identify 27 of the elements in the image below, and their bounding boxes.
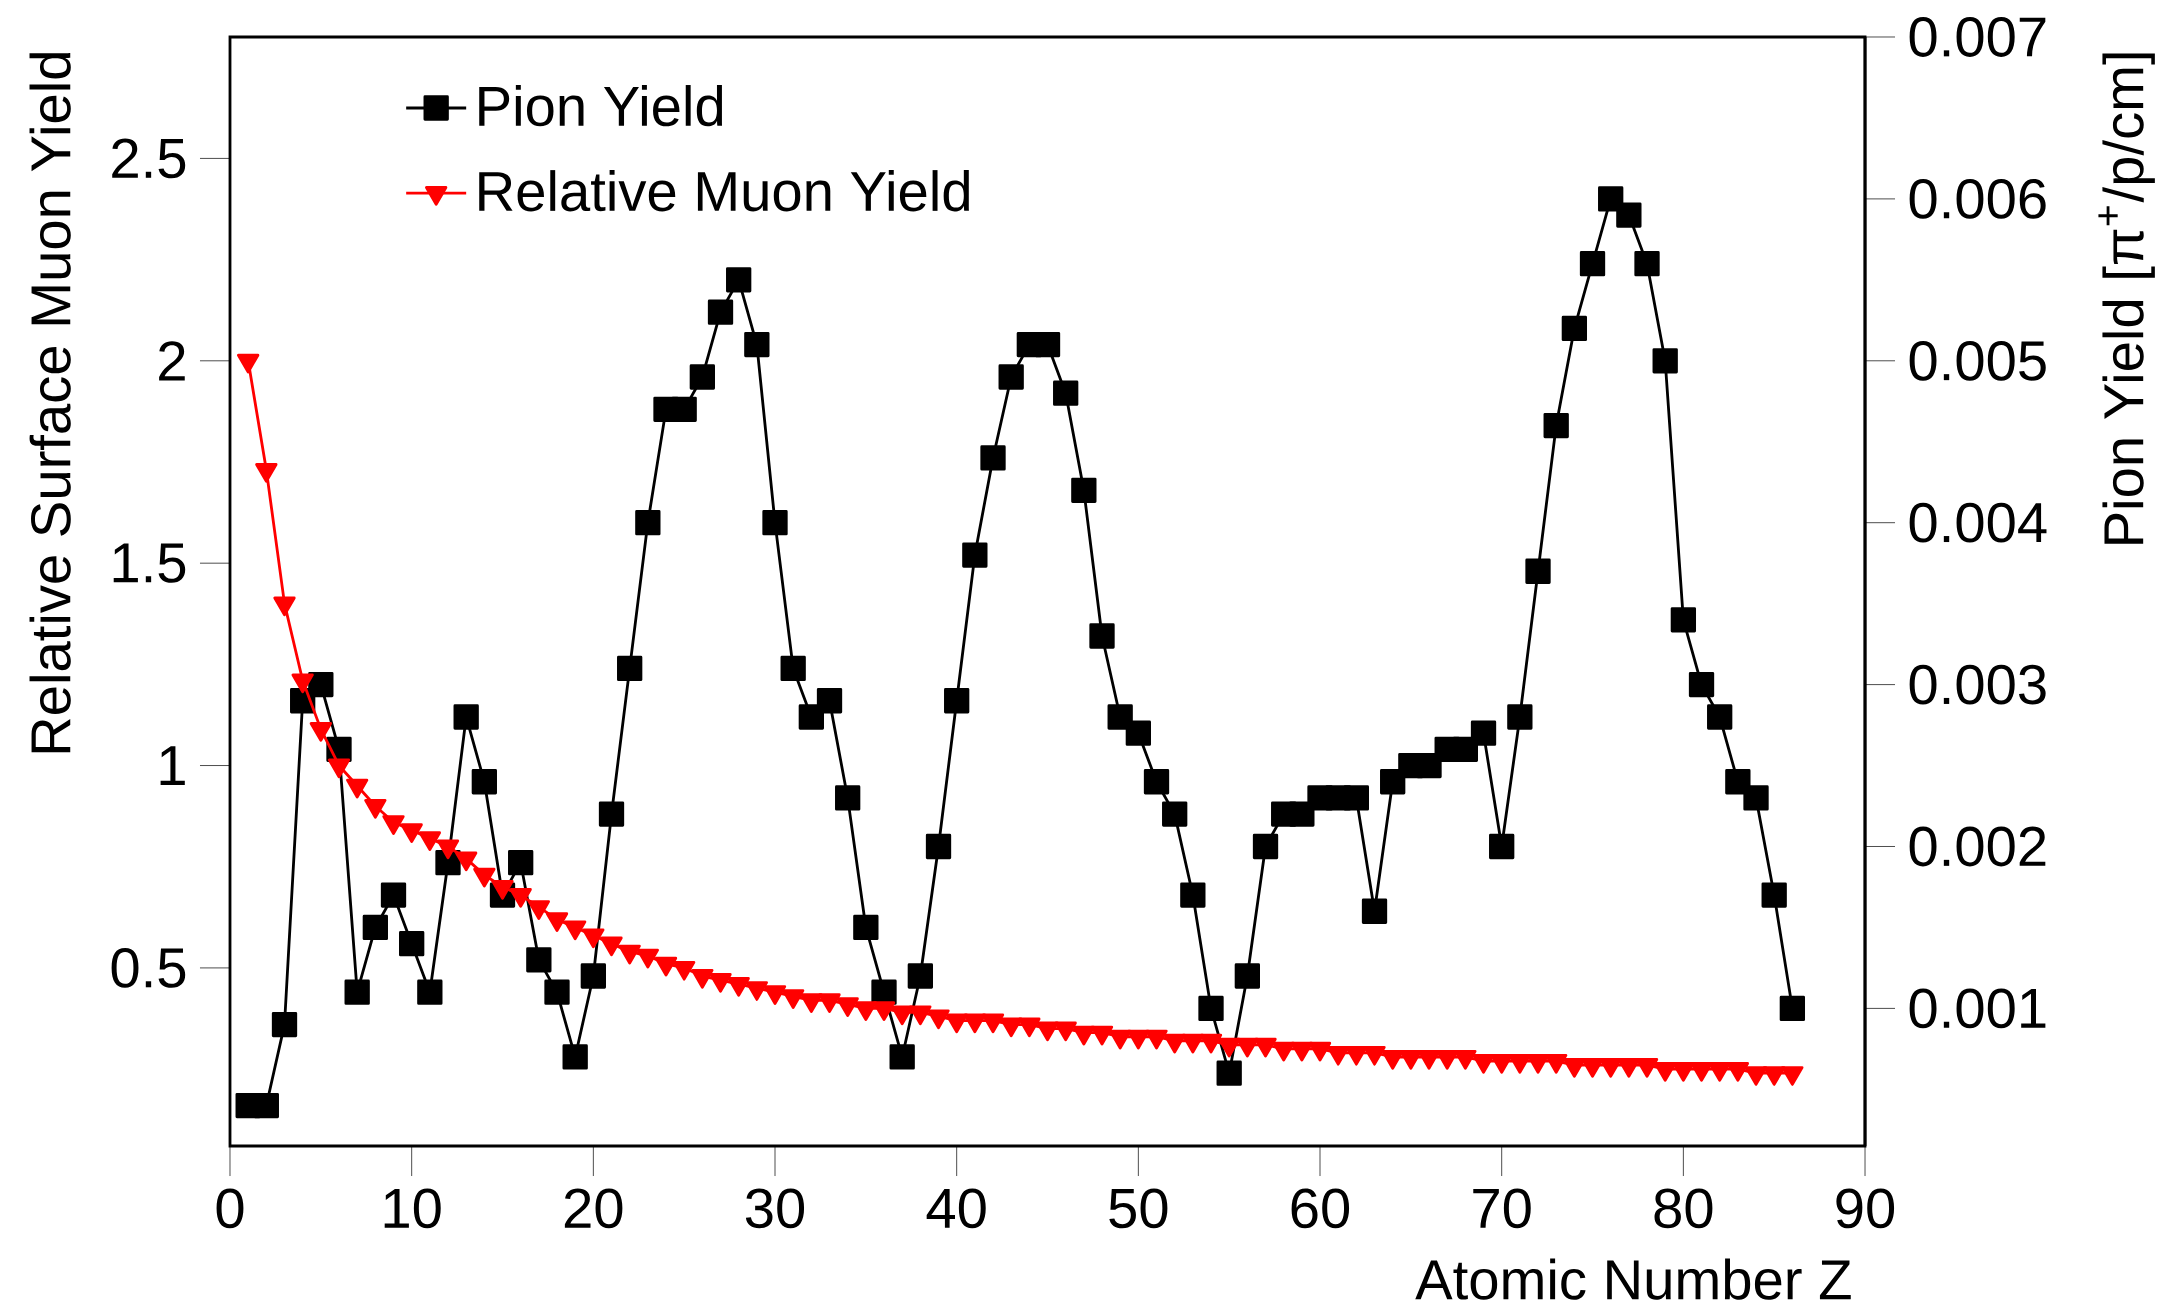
x-tick-label: 10	[384, 1188, 441, 1229]
y2-tick-label: 0.003	[1909, 664, 2046, 705]
x-tick-label: 60	[1291, 1188, 1350, 1229]
y-tick-label: 1.5	[113, 543, 186, 583]
x-axis-title: Atomic Number Z	[1415, 1258, 1851, 1300]
y2-tick-label: 0.002	[1909, 826, 2046, 867]
y-tick-label: 1	[160, 746, 185, 785]
y-tick-label: 2.5	[112, 138, 186, 179]
y-tick-label: 2	[159, 341, 185, 381]
x-tick-label: 80	[1654, 1188, 1713, 1229]
legend-label: Relative Muon Yield	[479, 170, 969, 212]
y2-tick-label: 0.004	[1909, 502, 2047, 543]
x-tick-label: 40	[926, 1188, 986, 1229]
y2-tick-label: 0.007	[1909, 17, 2046, 57]
x-tick-label: 70	[1473, 1188, 1531, 1229]
y-axis-title: Relative Surface Muon Yield	[29, 53, 71, 753]
y-tick-label: 0.5	[111, 948, 186, 988]
y2-tick-label: 0.001	[1909, 988, 2046, 1029]
x-tick-label: 50	[1109, 1188, 1168, 1229]
x-tick-label: 0	[216, 1188, 244, 1229]
y2-tick-label: 0.006	[1909, 179, 2046, 219]
legend-label: Pion Yield	[479, 85, 723, 127]
y2-axis-title: Pion Yield [π$^{+}$/p/cm]	[2098, 53, 2155, 544]
x-tick-label: 30	[745, 1188, 805, 1229]
y2-tick-label: 0.005	[1909, 340, 2046, 381]
x-tick-label: 90	[1836, 1188, 1895, 1229]
x-tick-label: 20	[564, 1188, 623, 1229]
